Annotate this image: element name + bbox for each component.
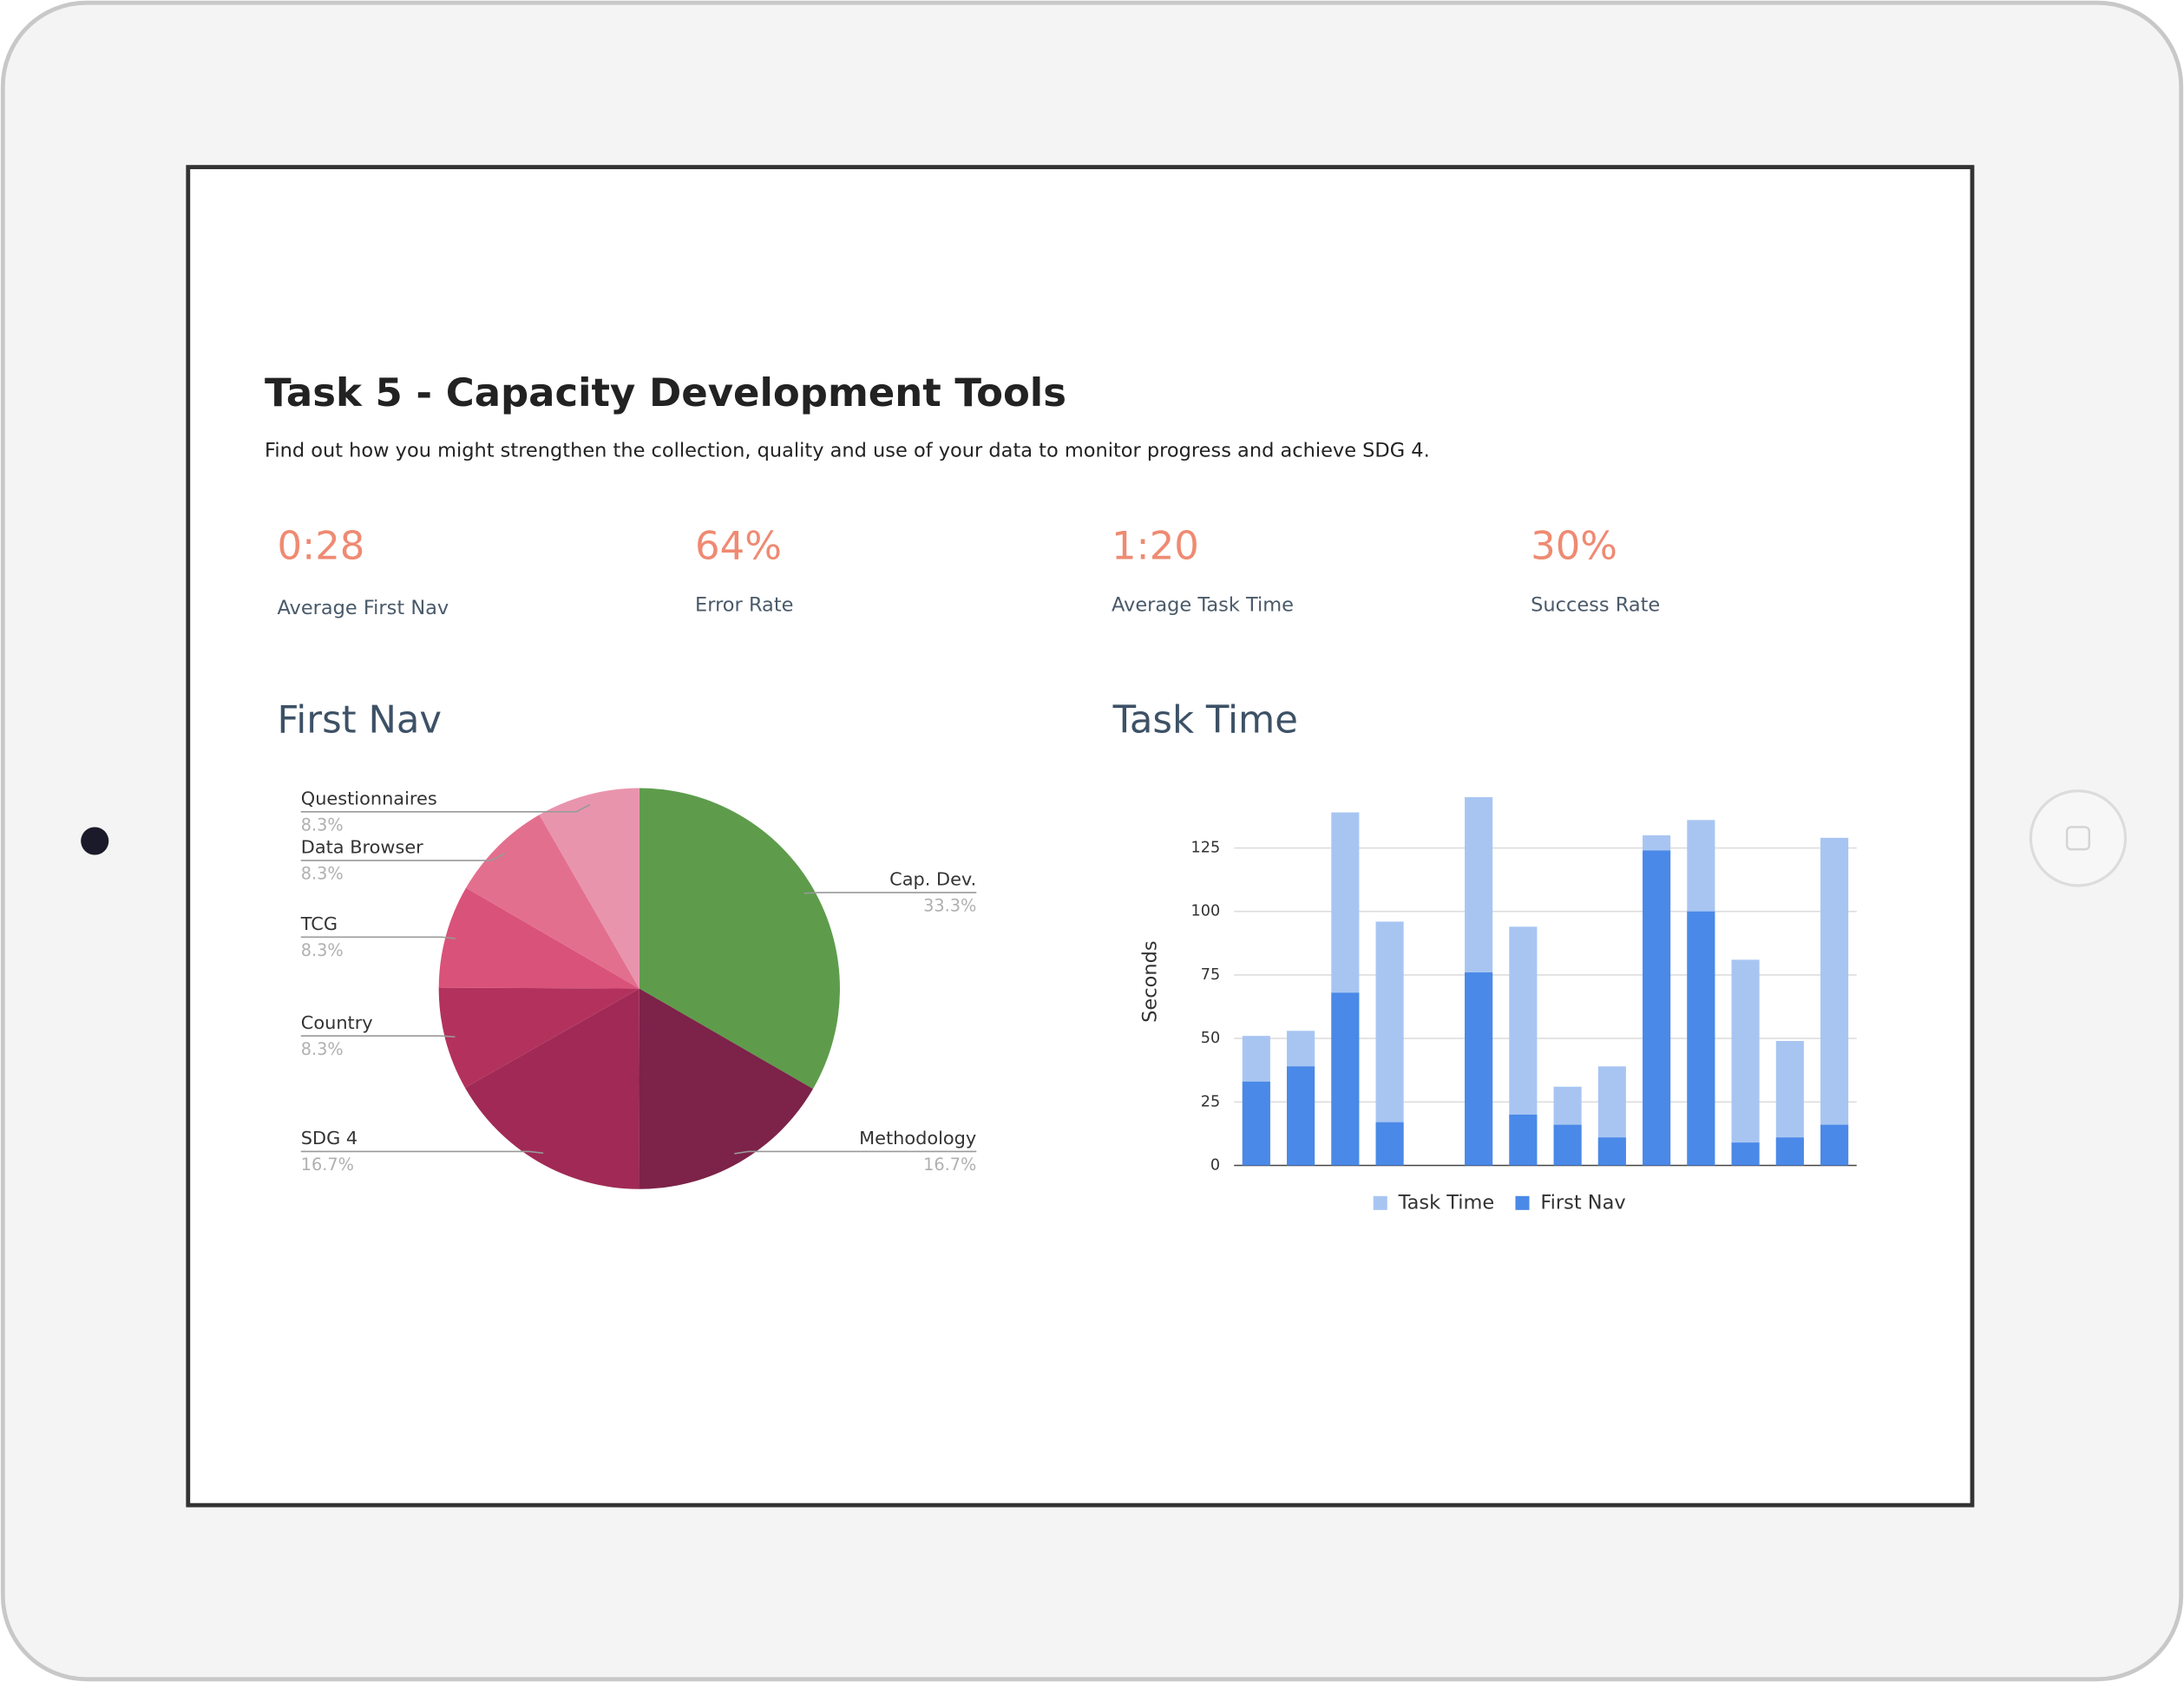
slice-label: SDG 4 [301, 1128, 357, 1149]
bar [1509, 1114, 1538, 1166]
chart-title: First Nav [277, 699, 442, 743]
slice-label: Methodology [859, 1128, 976, 1149]
bar [1820, 1124, 1849, 1166]
leader-line [300, 853, 506, 861]
legend-label: First Nav [1540, 1191, 1625, 1214]
slice-value: 8.3% [301, 940, 344, 960]
slice-value: 8.3% [301, 815, 344, 834]
leader-line [300, 936, 456, 939]
camera [81, 827, 109, 855]
slice-label: Country [301, 1012, 373, 1033]
bar [1465, 972, 1493, 1166]
screen [186, 165, 1975, 1508]
pie-slice [438, 887, 639, 989]
bar [1731, 1142, 1760, 1166]
pie-slice [639, 788, 840, 1090]
slice-value: 8.3% [301, 864, 344, 884]
stat-label: Average Task Time [1112, 594, 1294, 617]
home-icon [2065, 826, 2090, 851]
legend-swatch [1515, 1195, 1530, 1210]
pie-slice [438, 987, 639, 1088]
slice-label: Cap. Dev. [889, 868, 976, 889]
y-tick-label: 100 [1191, 903, 1221, 920]
bar [1375, 1122, 1404, 1166]
y-tick-label: 50 [1201, 1030, 1220, 1047]
home-button[interactable] [2029, 789, 2128, 887]
bar [1687, 911, 1715, 1166]
stats: 0:28 Average First Nav 64% Error Rate 1:20 Av… [277, 522, 1660, 619]
pie-chart: First Nav Cap. Dev. 33.3% Methodology 16.7% S… [277, 699, 976, 1189]
y-tick-label: 125 [1191, 840, 1221, 857]
legend-swatch [1373, 1195, 1387, 1210]
bar [1553, 1124, 1582, 1166]
bar [1731, 959, 1760, 1166]
bar [1643, 850, 1671, 1166]
slice-label: TCG [300, 913, 338, 934]
bar [1287, 1066, 1315, 1166]
slice-value: 16.7% [923, 1155, 976, 1175]
bar-chart: Task Time 0 25 50 75 100 125 Seconds Task Time Fi… [1112, 699, 1857, 1214]
slice-value: 16.7% [301, 1155, 354, 1175]
stat-label: Error Rate [695, 594, 793, 617]
stat-value: 1:20 [1112, 522, 1199, 568]
stat-value: 30% [1531, 522, 1617, 568]
bar [1597, 1137, 1626, 1166]
pie-slice [639, 988, 814, 1189]
legend-label: Task Time [1398, 1191, 1495, 1214]
slice-label: Data Browser [301, 837, 423, 858]
y-tick-label: 75 [1201, 966, 1220, 984]
y-axis-label: Seconds [1138, 940, 1161, 1022]
bar [1775, 1137, 1804, 1166]
bar [1820, 837, 1849, 1166]
stat-label: Average First Nav [277, 597, 449, 619]
slice-value: 33.3% [923, 895, 976, 915]
bar [1242, 1081, 1270, 1166]
slice-value: 8.3% [301, 1039, 344, 1059]
pie-slice [466, 815, 639, 989]
page-subtitle: Find out how you might strengthen the co… [265, 440, 1430, 462]
leader-line [300, 1035, 456, 1038]
stat-label: Success Rate [1531, 594, 1660, 617]
y-tick-label: 0 [1210, 1156, 1220, 1174]
stat-value: 0:28 [277, 522, 364, 568]
pie-slice [539, 788, 639, 989]
chart-title: Task Time [1112, 699, 1298, 743]
pie-slice [464, 988, 639, 1189]
y-tick-label: 25 [1201, 1093, 1220, 1110]
page-title: Task 5 - Capacity Development Tools [265, 370, 1066, 416]
slice-label: Questionnaires [301, 788, 437, 808]
leader-line [300, 803, 591, 813]
leader-line [300, 1150, 544, 1155]
stat-value: 64% [695, 522, 782, 568]
leader-line [734, 1150, 977, 1155]
bar [1331, 992, 1360, 1166]
